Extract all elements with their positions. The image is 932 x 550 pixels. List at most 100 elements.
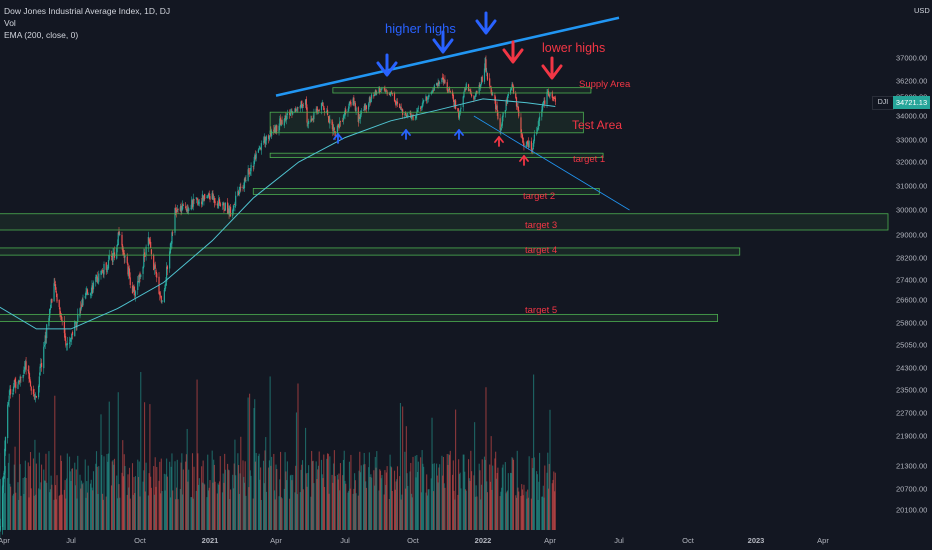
candle-body <box>29 381 32 387</box>
candle-body <box>426 98 429 100</box>
volume-bar <box>301 460 304 530</box>
candle-body <box>117 232 119 246</box>
volume-bar <box>284 452 286 530</box>
candle-body <box>300 101 302 107</box>
candle-body <box>442 77 445 83</box>
volume-bar <box>495 451 497 530</box>
time-tick-label: Apr <box>817 536 829 545</box>
candle-body <box>311 118 313 120</box>
candle-body <box>436 83 438 86</box>
volume-bar <box>32 458 35 530</box>
price-tick-label: 33000.00 <box>896 136 927 145</box>
candle-body <box>412 114 414 121</box>
candle-body <box>416 109 419 112</box>
test-area-label: Test Area <box>572 118 622 132</box>
volume-bar <box>368 452 370 530</box>
candle-body <box>420 107 422 109</box>
candle-body <box>393 93 396 102</box>
volume-bar <box>285 471 287 530</box>
candle-body <box>128 268 130 277</box>
candle-body <box>53 283 55 301</box>
candle-body <box>421 105 423 109</box>
price-tick-label: 21900.00 <box>896 432 927 441</box>
candle-body <box>276 125 278 132</box>
volume-bar <box>474 422 476 530</box>
volume-bar <box>74 462 76 530</box>
volume-bar <box>296 494 298 530</box>
volume-bar <box>300 469 302 530</box>
candle-body <box>116 247 118 259</box>
trend-lines <box>275 16 630 211</box>
volume-bar <box>471 471 473 530</box>
volume-bar <box>289 498 291 530</box>
candle-body <box>150 241 152 248</box>
candle-body <box>71 331 74 335</box>
candle-body <box>323 105 325 111</box>
volume-bar <box>520 495 522 530</box>
candle-body <box>95 276 97 282</box>
currency-label[interactable]: USD <box>914 6 930 15</box>
candle-body <box>473 96 475 100</box>
candle-body <box>396 101 399 104</box>
volume-bar <box>441 455 443 530</box>
volume-bar <box>338 473 340 530</box>
candle-body <box>425 96 427 101</box>
volume-bar <box>51 484 53 530</box>
volume-bar <box>29 452 32 530</box>
candle-body <box>39 366 41 376</box>
candle-body <box>54 282 56 283</box>
volume-bar <box>207 454 209 530</box>
candle-body <box>537 125 539 130</box>
volume-bar <box>63 489 65 530</box>
volume-bar <box>334 476 336 530</box>
volume-bar <box>208 487 210 530</box>
candle-body <box>38 386 40 398</box>
volume-bar <box>197 453 199 530</box>
candle-body <box>113 253 115 255</box>
volume-bar <box>259 479 261 530</box>
candle-body <box>302 105 304 107</box>
candle-body <box>15 381 17 389</box>
volume-bar <box>9 483 11 530</box>
volume-bar <box>390 466 392 530</box>
candle-body <box>242 186 244 188</box>
candle-body <box>43 346 45 369</box>
volume-bar <box>323 487 326 530</box>
volume-bar <box>249 470 251 530</box>
volume-bar <box>203 483 205 530</box>
candle-body <box>518 109 520 117</box>
candle-body <box>369 96 371 103</box>
volume-bar <box>394 489 396 530</box>
candle-body <box>29 377 31 382</box>
volume-bar <box>248 487 250 530</box>
candle-body <box>201 194 203 205</box>
price-tick-label: 25800.00 <box>896 319 927 328</box>
candle-body <box>295 108 297 112</box>
candle-body <box>223 202 225 210</box>
candle-body <box>544 100 546 105</box>
candle-body <box>89 293 92 296</box>
candle-body <box>222 202 224 204</box>
volume-bar <box>542 485 544 530</box>
volume-bar <box>425 492 427 530</box>
candle-body <box>280 121 282 126</box>
volume-bar <box>240 436 242 530</box>
volume-bar <box>484 459 486 530</box>
candle-body <box>86 288 88 293</box>
candle-body <box>520 117 522 133</box>
candle-body <box>538 116 541 121</box>
volume-bar <box>437 482 439 530</box>
candle-body <box>18 380 21 382</box>
volume-bar <box>353 488 355 530</box>
candle-body <box>541 104 544 111</box>
time-tick-label: Jul <box>66 536 76 545</box>
arrow-head <box>475 19 497 35</box>
volume-bar <box>187 481 189 530</box>
volume-bar <box>43 469 45 530</box>
candle-body <box>244 177 246 182</box>
candle-body <box>395 101 397 104</box>
candle-body <box>156 273 158 278</box>
candle-body <box>46 324 48 339</box>
candle-body <box>479 84 481 88</box>
